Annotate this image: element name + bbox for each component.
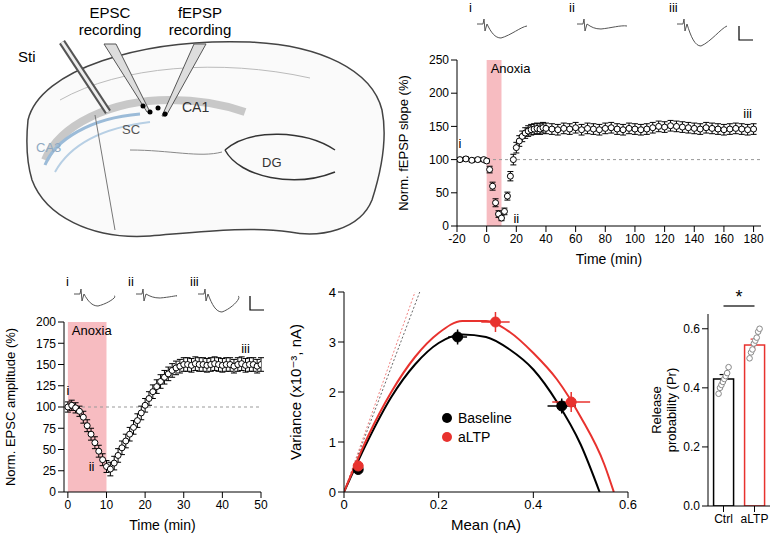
svg-text:0: 0 bbox=[442, 219, 449, 233]
html-text:aLTP: aLTP bbox=[458, 428, 491, 445]
svg-text:0: 0 bbox=[65, 498, 72, 512]
svg-text:-20: -20 bbox=[448, 232, 466, 246]
svg-text:aLTP: aLTP bbox=[741, 512, 769, 526]
svg-text:250: 250 bbox=[429, 53, 449, 67]
svg-text:Mean (nA): Mean (nA) bbox=[451, 516, 521, 533]
svg-text:50: 50 bbox=[254, 498, 268, 512]
svg-text:200: 200 bbox=[429, 86, 449, 100]
svg-text:0: 0 bbox=[483, 232, 490, 246]
svg-text:0.2: 0.2 bbox=[683, 440, 700, 454]
svg-text:ii: ii bbox=[569, 0, 575, 15]
svg-text:iii: iii bbox=[241, 341, 250, 356]
svg-text:200: 200 bbox=[36, 315, 56, 329]
svg-text:iii: iii bbox=[190, 274, 199, 289]
svg-text:i: i bbox=[459, 136, 462, 151]
svg-text:125: 125 bbox=[36, 379, 56, 393]
svg-text:0.4: 0.4 bbox=[683, 381, 700, 395]
svg-text:*: * bbox=[735, 287, 742, 307]
svg-text:i: i bbox=[66, 274, 69, 289]
svg-text:25: 25 bbox=[43, 464, 57, 478]
svg-text:3: 3 bbox=[329, 335, 336, 350]
svg-text:175: 175 bbox=[36, 337, 56, 351]
svg-text:100: 100 bbox=[36, 400, 56, 414]
svg-text:Sti: Sti bbox=[18, 48, 36, 65]
svg-text:i: i bbox=[66, 383, 69, 398]
svg-text:fEPSPrecording: fEPSPrecording bbox=[169, 4, 232, 38]
svg-text:Time (min): Time (min) bbox=[576, 251, 642, 267]
svg-text:2: 2 bbox=[329, 385, 336, 400]
svg-text:Norm. fEPSP slope (%): Norm. fEPSP slope (%) bbox=[396, 75, 411, 211]
svg-text:CA3: CA3 bbox=[36, 140, 61, 155]
svg-text:50: 50 bbox=[43, 443, 57, 457]
svg-text:80: 80 bbox=[599, 232, 613, 246]
svg-text:10: 10 bbox=[100, 498, 114, 512]
html-text:Baseline: Baseline bbox=[458, 409, 512, 426]
svg-text:0.6: 0.6 bbox=[619, 497, 637, 512]
svg-text:SC: SC bbox=[122, 122, 140, 137]
svg-text:20: 20 bbox=[510, 232, 524, 246]
svg-text:ii: ii bbox=[128, 274, 134, 289]
svg-text:CA1: CA1 bbox=[182, 99, 209, 115]
svg-text:0.0: 0.0 bbox=[683, 499, 700, 513]
svg-text:40: 40 bbox=[539, 232, 553, 246]
svg-text:150: 150 bbox=[36, 358, 56, 372]
svg-text:Time (min): Time (min) bbox=[129, 517, 195, 533]
svg-text:Ctrl: Ctrl bbox=[714, 512, 733, 526]
svg-text:150: 150 bbox=[429, 120, 449, 134]
svg-text:180: 180 bbox=[744, 232, 764, 246]
svg-text:DG: DG bbox=[262, 155, 282, 170]
svg-text:4: 4 bbox=[329, 285, 336, 300]
svg-text:Norm. EPSC amplitude (%): Norm. EPSC amplitude (%) bbox=[3, 328, 18, 486]
svg-text:60: 60 bbox=[569, 232, 583, 246]
svg-text:1: 1 bbox=[329, 435, 336, 450]
svg-text:EPSCrecording: EPSCrecording bbox=[79, 4, 142, 38]
svg-text:ii: ii bbox=[513, 211, 519, 226]
svg-text:0: 0 bbox=[340, 497, 347, 512]
svg-text:160: 160 bbox=[714, 232, 734, 246]
svg-text:50: 50 bbox=[436, 186, 450, 200]
svg-text:0: 0 bbox=[49, 485, 56, 499]
svg-text:ii: ii bbox=[89, 459, 95, 474]
svg-text:Anoxia: Anoxia bbox=[72, 323, 113, 338]
svg-text:0: 0 bbox=[329, 485, 336, 500]
svg-text:i: i bbox=[469, 0, 472, 15]
svg-text:40: 40 bbox=[216, 498, 230, 512]
svg-text:0.6: 0.6 bbox=[683, 322, 700, 336]
svg-text:iii: iii bbox=[669, 0, 678, 15]
svg-text:Variance (x10⁻³, nA): Variance (x10⁻³, nA) bbox=[287, 324, 304, 460]
svg-text:Releaseprobability (Pr): Releaseprobability (Pr) bbox=[649, 368, 679, 453]
svg-text:120: 120 bbox=[655, 232, 675, 246]
svg-text:0.2: 0.2 bbox=[430, 497, 448, 512]
svg-text:75: 75 bbox=[43, 422, 57, 436]
svg-text:0.4: 0.4 bbox=[524, 497, 542, 512]
svg-text:30: 30 bbox=[177, 498, 191, 512]
svg-text:100: 100 bbox=[625, 232, 645, 246]
svg-text:100: 100 bbox=[429, 153, 449, 167]
svg-text:iii: iii bbox=[743, 106, 752, 121]
svg-text:Anoxia: Anoxia bbox=[491, 61, 532, 76]
svg-text:140: 140 bbox=[684, 232, 704, 246]
svg-text:20: 20 bbox=[138, 498, 152, 512]
